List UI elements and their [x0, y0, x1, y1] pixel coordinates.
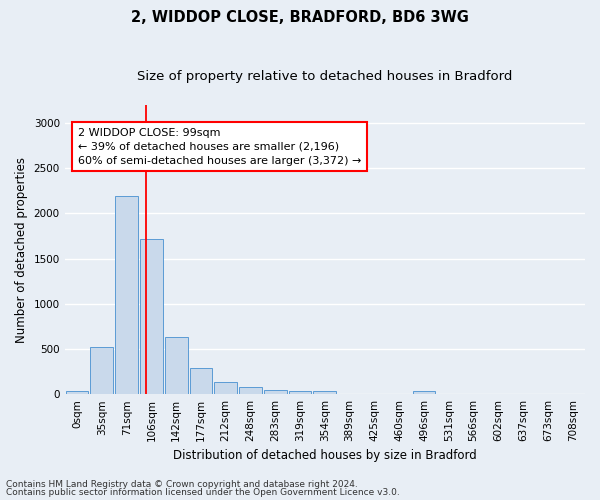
Bar [289, 391, 311, 394]
Y-axis label: Number of detached properties: Number of detached properties [15, 156, 28, 342]
Bar [190, 368, 212, 394]
Text: Contains public sector information licensed under the Open Government Licence v3: Contains public sector information licen… [6, 488, 400, 497]
Bar [264, 390, 287, 394]
Bar [65, 392, 88, 394]
Bar [165, 337, 188, 394]
Bar [91, 347, 113, 394]
Bar [413, 392, 436, 394]
Text: Contains HM Land Registry data © Crown copyright and database right 2024.: Contains HM Land Registry data © Crown c… [6, 480, 358, 489]
X-axis label: Distribution of detached houses by size in Bradford: Distribution of detached houses by size … [173, 450, 477, 462]
Bar [115, 196, 138, 394]
Bar [140, 238, 163, 394]
Bar [214, 382, 237, 394]
Text: 2, WIDDOP CLOSE, BRADFORD, BD6 3WG: 2, WIDDOP CLOSE, BRADFORD, BD6 3WG [131, 10, 469, 25]
Text: 2 WIDDOP CLOSE: 99sqm
← 39% of detached houses are smaller (2,196)
60% of semi-d: 2 WIDDOP CLOSE: 99sqm ← 39% of detached … [78, 128, 361, 166]
Bar [239, 388, 262, 394]
Bar [313, 392, 336, 394]
Title: Size of property relative to detached houses in Bradford: Size of property relative to detached ho… [137, 70, 512, 83]
